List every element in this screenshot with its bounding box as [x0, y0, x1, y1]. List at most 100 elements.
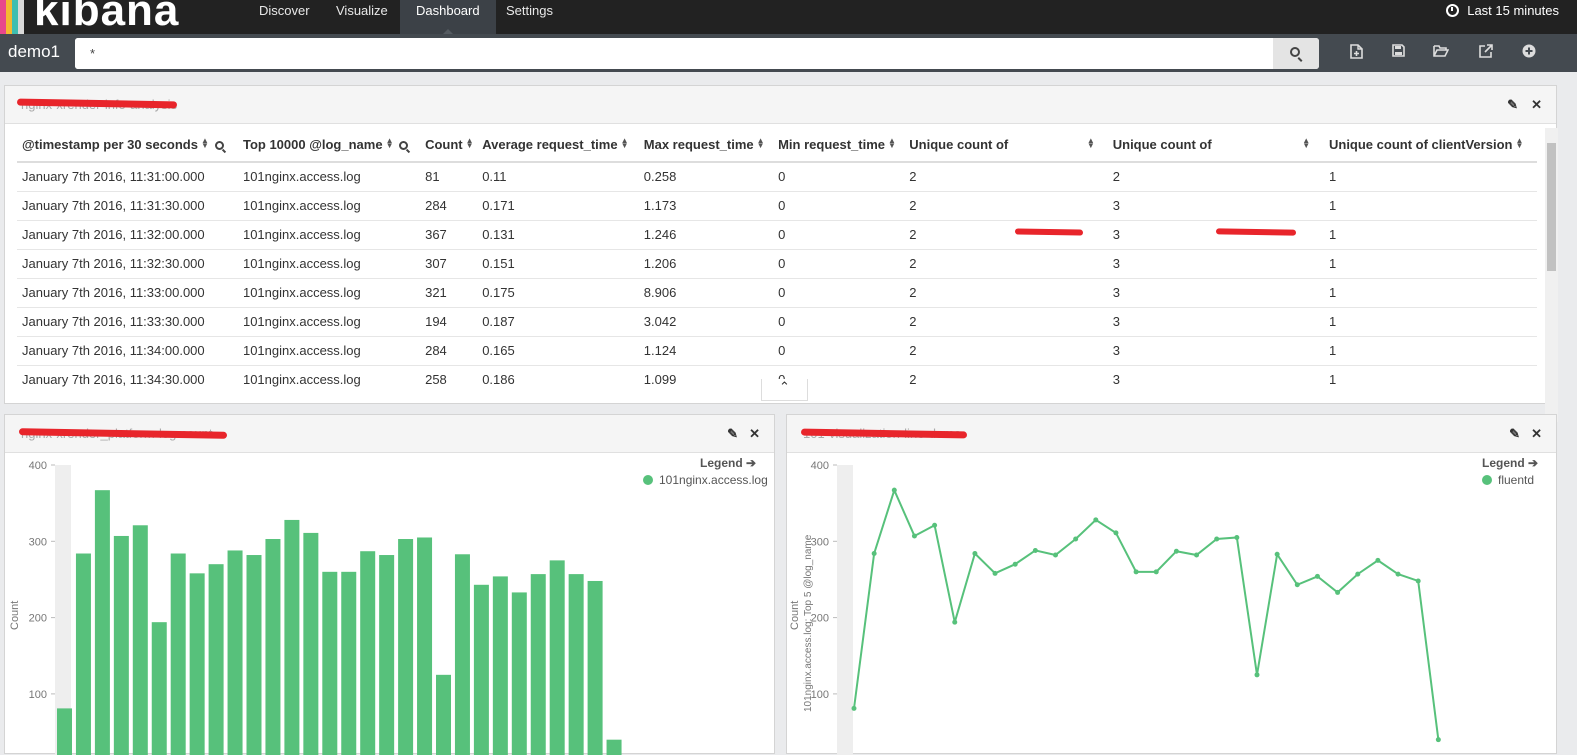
sort-icon[interactable]: ▲ ▼ — [200, 136, 209, 150]
data-point[interactable] — [952, 619, 958, 625]
column-header[interactable]: Min request_time ▲ ▼ — [773, 128, 905, 163]
data-point[interactable] — [1133, 569, 1139, 575]
bar[interactable] — [303, 532, 319, 755]
data-point[interactable] — [1314, 573, 1320, 579]
legend-item[interactable]: fluentd — [1482, 473, 1534, 487]
column-header[interactable]: Unique count of ▲ ▼ — [1107, 128, 1324, 163]
bar[interactable] — [454, 554, 470, 755]
query-input[interactable] — [75, 38, 1273, 69]
bar[interactable] — [75, 553, 91, 755]
data-point[interactable] — [1113, 530, 1119, 536]
bar[interactable] — [284, 519, 300, 755]
collapse-button[interactable]: ⌃ — [761, 379, 808, 401]
legend-toggle[interactable]: Legend ➔ — [700, 456, 756, 470]
edit-icon[interactable]: ✎ — [1507, 97, 1518, 112]
bar[interactable] — [246, 555, 262, 755]
data-point[interactable] — [911, 533, 917, 539]
table-scrollbar[interactable] — [1545, 128, 1558, 422]
bar[interactable] — [492, 576, 508, 755]
search-button[interactable] — [1273, 38, 1319, 69]
data-point[interactable] — [1435, 737, 1441, 743]
bar[interactable] — [568, 574, 584, 755]
new-dashboard-icon[interactable] — [1349, 44, 1363, 60]
save-icon[interactable] — [1391, 44, 1405, 60]
bar[interactable] — [530, 574, 546, 755]
data-point[interactable] — [1335, 589, 1341, 595]
nav-tab-dashboard[interactable]: Dashboard — [400, 0, 496, 34]
bar[interactable] — [606, 739, 622, 755]
search-icon[interactable] — [214, 141, 224, 150]
data-point[interactable] — [1294, 582, 1300, 588]
bar[interactable] — [208, 564, 224, 755]
scrollbar-thumb[interactable] — [1547, 143, 1556, 271]
column-header[interactable]: Unique count of ▲ ▼ — [904, 128, 1108, 163]
nav-tab-discover[interactable]: Discover — [259, 3, 310, 18]
search-icon[interactable] — [399, 141, 409, 150]
add-visualization-icon[interactable] — [1522, 44, 1536, 60]
data-point[interactable] — [871, 551, 877, 557]
bar[interactable] — [322, 571, 338, 755]
data-point[interactable] — [1375, 557, 1381, 563]
close-icon[interactable]: ✕ — [1531, 426, 1542, 441]
bar[interactable] — [151, 622, 167, 755]
edit-icon[interactable]: ✎ — [1509, 426, 1520, 441]
data-point[interactable] — [1214, 536, 1220, 542]
data-point[interactable] — [1395, 571, 1401, 577]
bar[interactable] — [360, 551, 376, 755]
bar[interactable] — [473, 584, 489, 755]
sort-icon[interactable]: ▲ ▼ — [1302, 136, 1311, 150]
legend-toggle[interactable]: Legend ➔ — [1482, 456, 1538, 470]
data-point[interactable] — [1415, 578, 1421, 584]
close-icon[interactable]: ✕ — [1531, 97, 1542, 112]
bar[interactable] — [341, 571, 357, 755]
data-point[interactable] — [1254, 672, 1260, 678]
bar[interactable] — [189, 573, 205, 755]
bar[interactable] — [398, 539, 414, 755]
data-point[interactable] — [1073, 536, 1079, 542]
data-point[interactable] — [1053, 552, 1058, 558]
bar[interactable] — [417, 537, 433, 755]
data-point[interactable] — [1093, 517, 1099, 523]
timepicker[interactable]: Last 15 minutes — [1446, 0, 1559, 22]
column-header[interactable]: Max request_time ▲ ▼ — [638, 128, 774, 163]
sort-icon[interactable]: ▲ ▼ — [756, 136, 765, 150]
data-point[interactable] — [1173, 548, 1179, 554]
data-point[interactable] — [1032, 547, 1038, 553]
bar[interactable] — [265, 539, 281, 755]
data-point[interactable] — [1194, 552, 1200, 558]
nav-tab-visualize[interactable]: Visualize — [336, 3, 388, 18]
bar[interactable] — [587, 580, 603, 755]
column-header[interactable]: Average request_time ▲ ▼ — [477, 128, 639, 163]
column-header[interactable]: Top 10000 @log_name ▲ ▼ — [237, 128, 421, 163]
data-point[interactable] — [1355, 571, 1361, 577]
data-point[interactable] — [891, 487, 897, 493]
sort-icon[interactable]: ▲ ▼ — [888, 136, 896, 150]
data-point[interactable] — [1153, 569, 1159, 575]
sort-icon[interactable]: ▲ ▼ — [385, 136, 394, 150]
sort-icon[interactable]: ▲ ▼ — [1515, 136, 1524, 150]
legend-item[interactable]: 101nginx.access.log — [643, 473, 768, 487]
bar[interactable] — [113, 535, 129, 755]
column-header[interactable]: @timestamp per 30 seconds ▲ ▼ — [17, 128, 238, 163]
sort-icon[interactable]: ▲ ▼ — [620, 136, 629, 150]
bar[interactable] — [511, 592, 527, 755]
data-point[interactable] — [1274, 551, 1280, 557]
data-point[interactable] — [932, 522, 938, 528]
bar[interactable] — [132, 525, 148, 755]
data-point[interactable] — [851, 705, 857, 711]
column-header[interactable]: Count ▲ ▼ — [420, 128, 478, 163]
share-icon[interactable] — [1479, 44, 1493, 60]
open-icon[interactable] — [1433, 44, 1450, 60]
bar[interactable] — [436, 674, 451, 755]
kibana-logo[interactable]: kibana — [0, 0, 243, 34]
data-point[interactable] — [972, 551, 978, 557]
nav-tab-settings[interactable]: Settings — [506, 3, 553, 18]
bar[interactable] — [94, 490, 110, 755]
bar[interactable] — [57, 708, 72, 755]
bar[interactable] — [170, 553, 186, 755]
data-point[interactable] — [992, 570, 998, 576]
column-header[interactable]: Unique count of clientVersion ▲ ▼ — [1323, 128, 1537, 163]
close-icon[interactable]: ✕ — [749, 426, 760, 441]
bar[interactable] — [227, 550, 243, 755]
bar[interactable] — [379, 555, 395, 755]
